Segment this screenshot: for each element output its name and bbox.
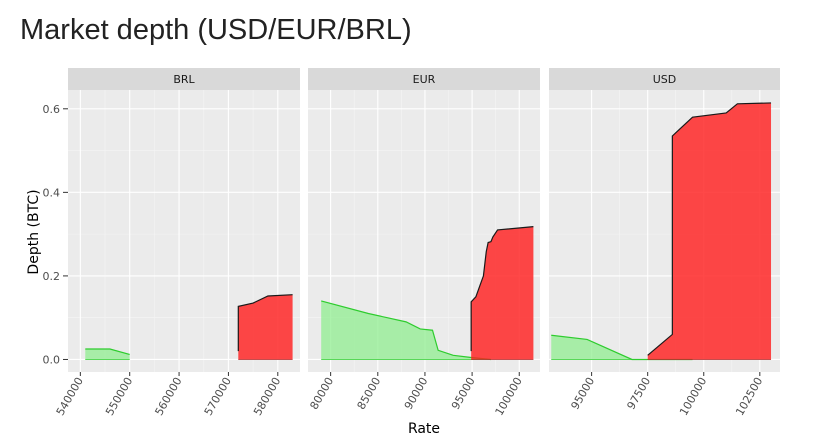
asks-line-usd: [647, 102, 772, 356]
x-tick-label: 80000: [307, 375, 336, 412]
asks-area-brl: [238, 294, 293, 360]
x-tick-label: 570000: [202, 375, 234, 418]
y-axis-title: Depth (BTC): [26, 189, 42, 274]
page-title: Market depth (USD/EUR/BRL): [20, 14, 412, 46]
bids-area-usd: [551, 335, 693, 360]
x-tick-label: 90000: [402, 375, 431, 412]
facet-strip: [549, 68, 780, 90]
asks-area-eur: [471, 226, 534, 360]
x-tick-label: 580000: [251, 375, 283, 418]
bids-line-brl: [85, 348, 130, 356]
facet-strip: [308, 68, 540, 90]
facet-panel-usd: USD 95000 97500 100000 102500: [549, 68, 780, 418]
y-tick-label: 0.6: [43, 103, 61, 116]
y-tick-label: 0.0: [43, 353, 61, 366]
x-tick-label: 85000: [355, 375, 384, 412]
x-tick-label: 560000: [152, 375, 184, 418]
y-tick-label: 0.2: [43, 270, 61, 283]
bids-line-eur: [321, 300, 492, 361]
facet-panel-eur: EUR 80000 85000 90000 95000 100000: [307, 68, 540, 418]
bids-area-eur: [321, 300, 491, 360]
x-axis-title: Rate: [408, 421, 440, 437]
panels-layer: BRL 540000 550000 560000 570000 580000 EUR 8000…: [54, 68, 780, 418]
x-tick-label: 95000: [568, 375, 597, 412]
x-tick-label: 100000: [677, 375, 709, 418]
asks-line-brl: [237, 294, 293, 352]
x-tick-label: 95000: [449, 375, 478, 412]
x-tick-label: 540000: [54, 375, 86, 418]
asks-line-eur: [470, 226, 534, 352]
facet-strip-label: EUR: [413, 73, 436, 86]
x-tick-label: 550000: [103, 375, 135, 418]
x-tick-label: 100000: [493, 375, 525, 418]
x-tick-label: 102500: [733, 375, 765, 418]
x-tick-label: 97500: [625, 375, 654, 412]
y-axis: 0.0 0.2 0.4 0.6: [43, 103, 68, 366]
y-tick-label: 0.4: [43, 186, 61, 199]
facet-strip-label: BRL: [173, 73, 195, 86]
facet-strip-label: USD: [653, 73, 677, 86]
facet-panel-brl: BRL 540000 550000 560000 570000 580000: [54, 68, 300, 418]
asks-area-usd: [647, 102, 772, 360]
facet-strip: [68, 68, 300, 90]
